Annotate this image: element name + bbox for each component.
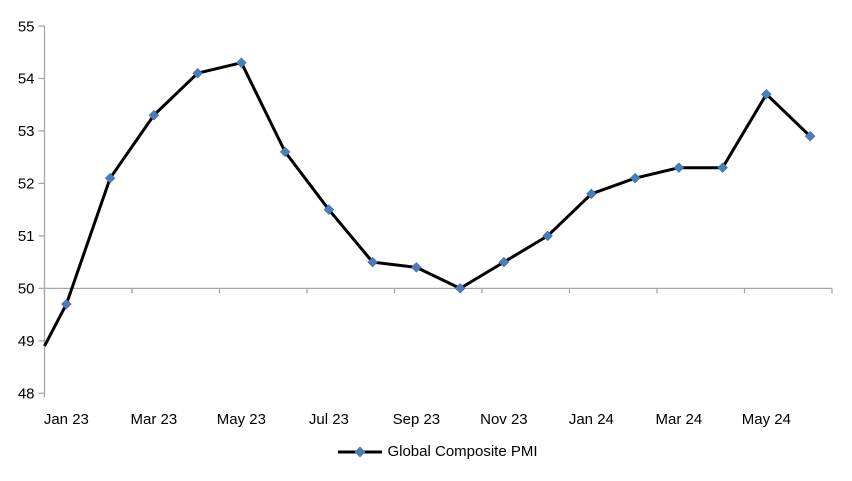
data-point-marker: [236, 57, 247, 69]
data-point-marker: [104, 172, 116, 184]
x-axis-tick-label: May 24: [742, 411, 791, 428]
data-point-marker: [498, 256, 510, 268]
legend-label: Global Composite PMI: [387, 443, 538, 460]
pmi-line-chart: 48 49 50 51 52 53 54 55 Jan 23 Mar 23 May 23 Jul 23…: [18, 18, 833, 428]
data-point-marker: [148, 109, 160, 121]
x-axis-tick-label: Mar 24: [656, 411, 703, 428]
data-point-marker: [367, 256, 378, 268]
x-axis-tick-label: Jul 23: [309, 411, 349, 428]
pmi-series-line: [43, 61, 812, 347]
legend-diamond-marker-icon: [354, 446, 366, 458]
data-point-marker: [586, 188, 597, 200]
data-point-marker: [761, 88, 772, 100]
data-point-marker: [804, 130, 816, 142]
data-point-marker: [717, 162, 728, 174]
y-axis-tick-label: 54: [18, 71, 35, 88]
legend-line-marker-sample: [338, 446, 383, 458]
y-axis-tick-label: 53: [18, 123, 35, 140]
data-point-marker: [411, 262, 422, 273]
data-point-marker: [454, 283, 466, 294]
x-axis-tick-label: Jan 23: [44, 411, 89, 428]
data-point-marker: [673, 162, 685, 174]
y-axis-tick-label: 52: [18, 176, 35, 193]
data-point-marker: [279, 146, 291, 158]
chart-legend: Global Composite PMI: [44, 440, 832, 464]
x-axis-tick-label: Jan 24: [569, 411, 614, 428]
y-axis-tick-label: 50: [18, 281, 35, 298]
data-point-marker: [542, 230, 553, 242]
data-point-marker: [323, 204, 335, 216]
y-axis-tick-label: 49: [18, 333, 35, 350]
x-axis-tick-label: May 23: [217, 411, 266, 428]
data-point-marker: [61, 298, 72, 310]
y-axis-tick-label: 55: [18, 18, 35, 35]
x-axis-tick-label: Nov 23: [480, 411, 528, 428]
data-point-marker: [192, 67, 203, 79]
x-axis-tick-label: Mar 23: [131, 411, 178, 428]
data-point-marker: [629, 172, 641, 184]
x-axis-tick-label: Sep 23: [393, 411, 441, 428]
y-axis-tick-label: 51: [18, 228, 35, 245]
y-axis-tick-label: 48: [18, 386, 35, 403]
